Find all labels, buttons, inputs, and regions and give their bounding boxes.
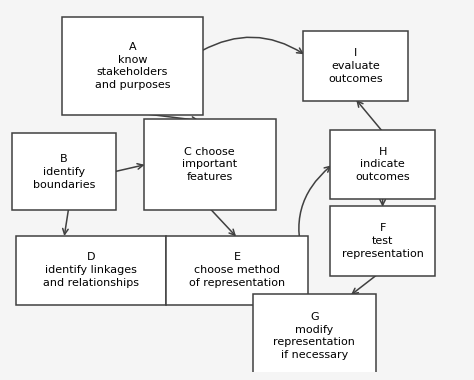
Text: B
identify
boundaries: B identify boundaries xyxy=(33,154,95,190)
Text: E
choose method
of representation: E choose method of representation xyxy=(189,252,285,288)
Text: H
indicate
outcomes: H indicate outcomes xyxy=(356,147,410,182)
FancyBboxPatch shape xyxy=(166,236,308,305)
FancyBboxPatch shape xyxy=(303,31,408,101)
Text: D
identify linkages
and relationships: D identify linkages and relationships xyxy=(44,252,139,288)
Text: A
know
stakeholders
and purposes: A know stakeholders and purposes xyxy=(95,42,170,90)
Text: G
modify
representation
if necessary: G modify representation if necessary xyxy=(273,312,356,360)
Text: C choose
important
features: C choose important features xyxy=(182,147,237,182)
Text: I
evaluate
outcomes: I evaluate outcomes xyxy=(328,48,383,84)
FancyBboxPatch shape xyxy=(330,130,435,199)
FancyBboxPatch shape xyxy=(253,294,376,378)
Text: F
test
representation: F test representation xyxy=(342,223,424,259)
FancyBboxPatch shape xyxy=(144,119,276,210)
FancyBboxPatch shape xyxy=(12,133,117,210)
FancyBboxPatch shape xyxy=(62,17,203,115)
FancyBboxPatch shape xyxy=(16,236,166,305)
FancyBboxPatch shape xyxy=(330,206,435,276)
